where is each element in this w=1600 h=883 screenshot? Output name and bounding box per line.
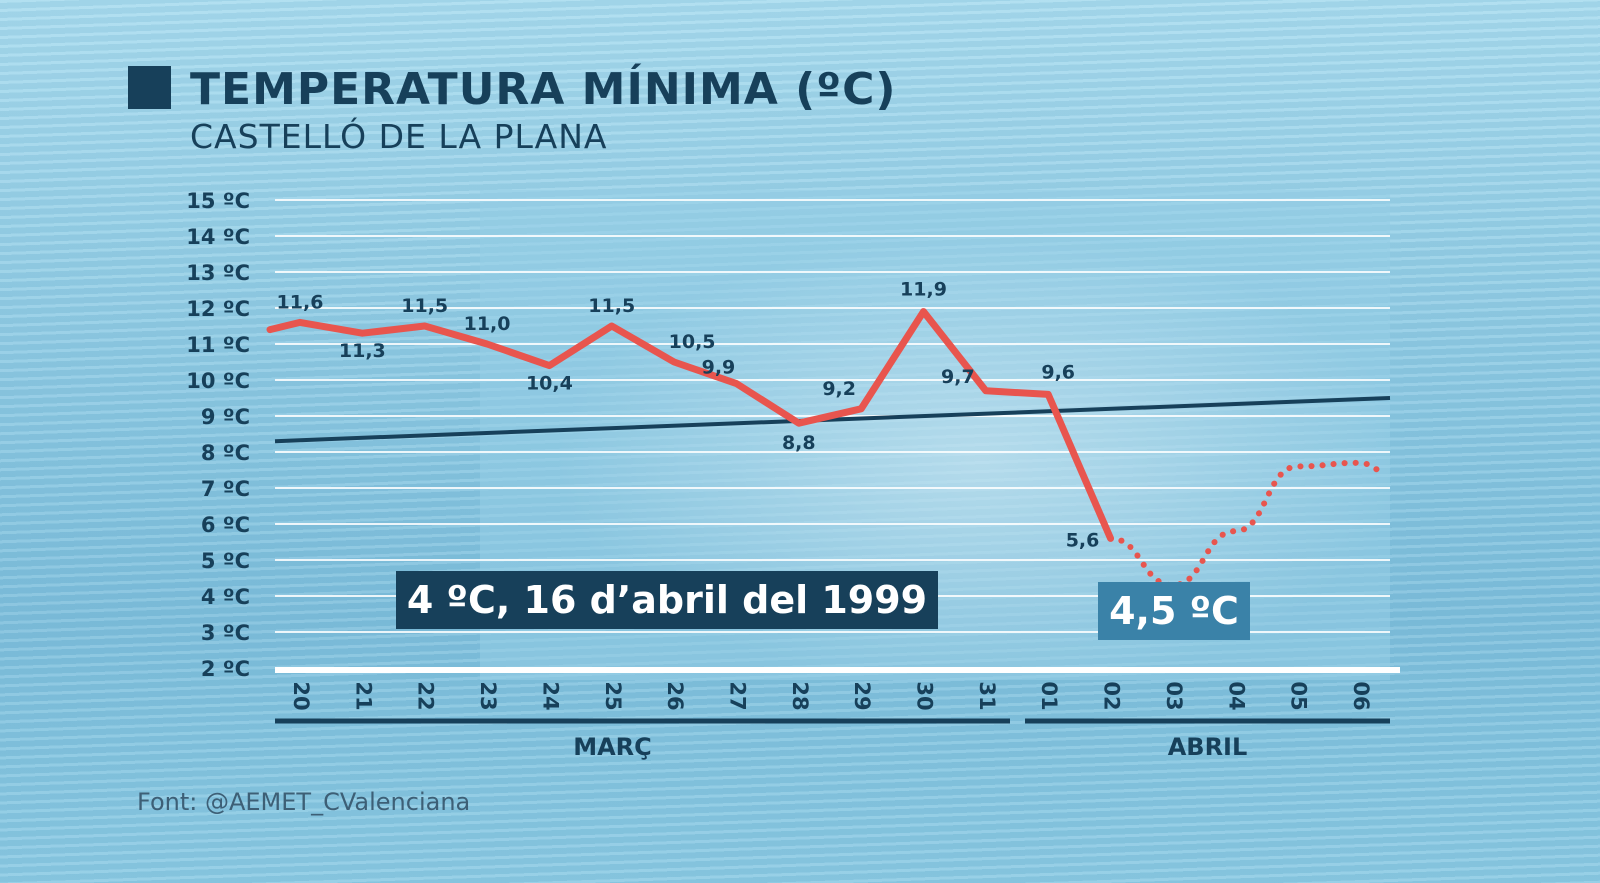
data-label: 11,5 xyxy=(588,295,635,317)
y-tick-label: 11 ºC xyxy=(186,333,250,357)
trend-line xyxy=(274,396,1391,444)
y-tick-label: 3 ºC xyxy=(201,621,250,645)
data-label: 11,0 xyxy=(464,313,511,335)
title-marker xyxy=(128,66,171,109)
data-label: 5,6 xyxy=(1066,529,1100,551)
month-label: MARÇ xyxy=(573,733,652,761)
y-tick-label: 8 ºC xyxy=(201,441,250,465)
data-label: 10,5 xyxy=(669,331,716,353)
y-tick-label: 10 ºC xyxy=(186,369,250,393)
data-label: 9,9 xyxy=(702,357,736,379)
y-tick-label: 12 ºC xyxy=(186,297,250,321)
x-tick-label: 29 xyxy=(850,681,874,710)
x-tick-label: 24 xyxy=(538,681,562,710)
chart-subtitle: CASTELLÓ DE LA PLANA xyxy=(190,117,608,156)
data-label: 11,6 xyxy=(277,291,324,313)
data-label: 11,5 xyxy=(401,295,448,317)
y-tick-label: 6 ºC xyxy=(201,513,250,537)
x-tick-label: 03 xyxy=(1162,681,1186,710)
data-label: 9,2 xyxy=(822,378,856,400)
x-tick-label: 30 xyxy=(913,681,937,710)
month-label: ABRIL xyxy=(1168,733,1248,761)
x-tick-label: 05 xyxy=(1287,681,1311,710)
data-label: 10,4 xyxy=(526,373,573,395)
y-tick-label: 15 ºC xyxy=(186,189,250,213)
x-tick-label: 04 xyxy=(1224,681,1248,710)
y-tick-label: 14 ºC xyxy=(186,225,250,249)
x-tick-label: 28 xyxy=(788,681,812,710)
chart-title: TEMPERATURA MÍNIMA (ºC) xyxy=(190,64,897,115)
data-label: 9,7 xyxy=(941,366,975,388)
y-tick-label: 9 ºC xyxy=(201,405,250,429)
y-tick-label: 2 ºC xyxy=(201,657,250,681)
x-tick-label: 01 xyxy=(1037,681,1061,710)
data-label: 11,9 xyxy=(900,279,947,301)
data-label: 11,3 xyxy=(339,340,386,362)
forecast-min-annotation: 4,5 ºC xyxy=(1098,582,1250,640)
y-tick-label: 5 ºC xyxy=(201,549,250,573)
forecast-line xyxy=(1107,459,1385,589)
x-tick-label: 26 xyxy=(663,681,687,710)
x-tick-label: 21 xyxy=(351,681,375,710)
data-label: 9,6 xyxy=(1041,361,1075,383)
x-tick-label: 06 xyxy=(1349,681,1373,710)
record-annotation: 4 ºC, 16 d’abril del 1999 xyxy=(396,571,938,629)
x-tick-label: 02 xyxy=(1100,681,1124,710)
y-tick-label: 7 ºC xyxy=(201,477,250,501)
x-tick-label: 27 xyxy=(725,681,749,710)
x-tick-label: 20 xyxy=(289,681,313,710)
source-credit: Font: @AEMET_CValenciana xyxy=(137,788,471,816)
data-label: 8,8 xyxy=(782,432,816,454)
x-tick-label: 25 xyxy=(601,681,625,710)
x-tick-label: 23 xyxy=(476,681,500,710)
y-tick-label: 13 ºC xyxy=(186,261,250,285)
y-tick-label: 4 ºC xyxy=(201,585,250,609)
x-tick-label: 22 xyxy=(414,681,438,710)
x-tick-label: 31 xyxy=(975,681,999,710)
